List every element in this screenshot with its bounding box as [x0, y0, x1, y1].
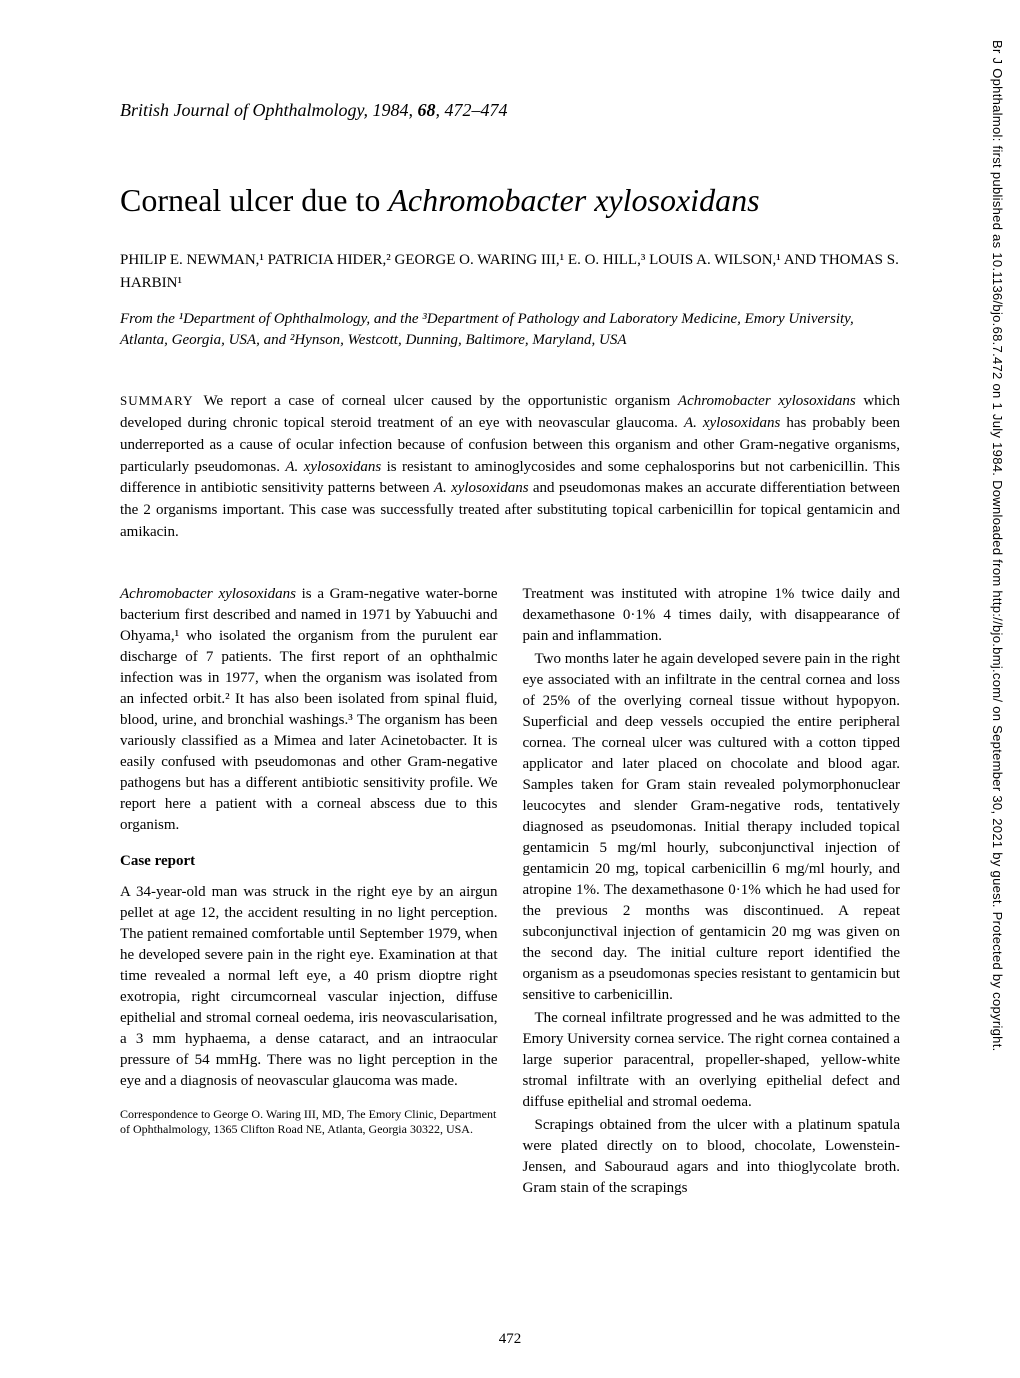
summary-organism-2: A. xylosoxidans: [684, 415, 780, 431]
left-column: Achromobacter xylosoxidans is a Gram-neg…: [120, 584, 498, 1201]
right-p4: Scrapings obtained from the ulcer with a…: [523, 1115, 901, 1199]
summary-label: SUMMARY: [120, 393, 193, 408]
correspondence-note: Correspondence to George O. Waring III, …: [120, 1107, 498, 1138]
summary-organism-1: Achromobacter xylosoxidans: [678, 393, 856, 409]
right-p3: The corneal infiltrate progressed and he…: [523, 1008, 901, 1113]
title-plain: Corneal ulcer due to: [120, 182, 388, 218]
journal-year: 1984: [373, 100, 409, 120]
body-columns: Achromobacter xylosoxidans is a Gram-neg…: [120, 584, 900, 1201]
copyright-sidebar: Br J Ophthalmol: first published as 10.1…: [990, 40, 1005, 1340]
summary-organism-4: A. xylosoxidans: [434, 480, 529, 496]
page-number: 472: [499, 1331, 522, 1348]
authors-list: PHILIP E. NEWMAN,¹ PATRICIA HIDER,² GEOR…: [120, 249, 900, 294]
journal-volume: 68: [418, 100, 436, 120]
affiliations: From the ¹Department of Ophthalmology, a…: [120, 309, 900, 351]
title-organism: Achromobacter xylosoxidans: [388, 182, 759, 218]
right-column: Treatment was instituted with atropine 1…: [523, 584, 901, 1201]
journal-name: British Journal of Ophthalmology: [120, 100, 364, 120]
summary-block: SUMMARY We report a case of corneal ulcer…: [120, 391, 900, 543]
intro-text: is a Gram-negative water-borne bacterium…: [120, 586, 498, 833]
summary-text-1: We report a case of corneal ulcer caused…: [203, 393, 677, 409]
summary-organism-3: A. xylosoxidans: [285, 459, 381, 475]
intro-organism: Achromobacter xylosoxidans: [120, 586, 296, 602]
right-p1: Treatment was instituted with atropine 1…: [523, 584, 901, 647]
journal-pages: 472–474: [445, 100, 508, 120]
journal-header: British Journal of Ophthalmology, 1984, …: [120, 100, 900, 121]
intro-paragraph: Achromobacter xylosoxidans is a Gram-neg…: [120, 584, 498, 836]
right-p2: Two months later he again developed seve…: [523, 649, 901, 1006]
case-report-heading: Case report: [120, 851, 498, 872]
article-title: Corneal ulcer due to Achromobacter xylos…: [120, 181, 900, 219]
case-paragraph: A 34-year-old man was struck in the righ…: [120, 882, 498, 1092]
